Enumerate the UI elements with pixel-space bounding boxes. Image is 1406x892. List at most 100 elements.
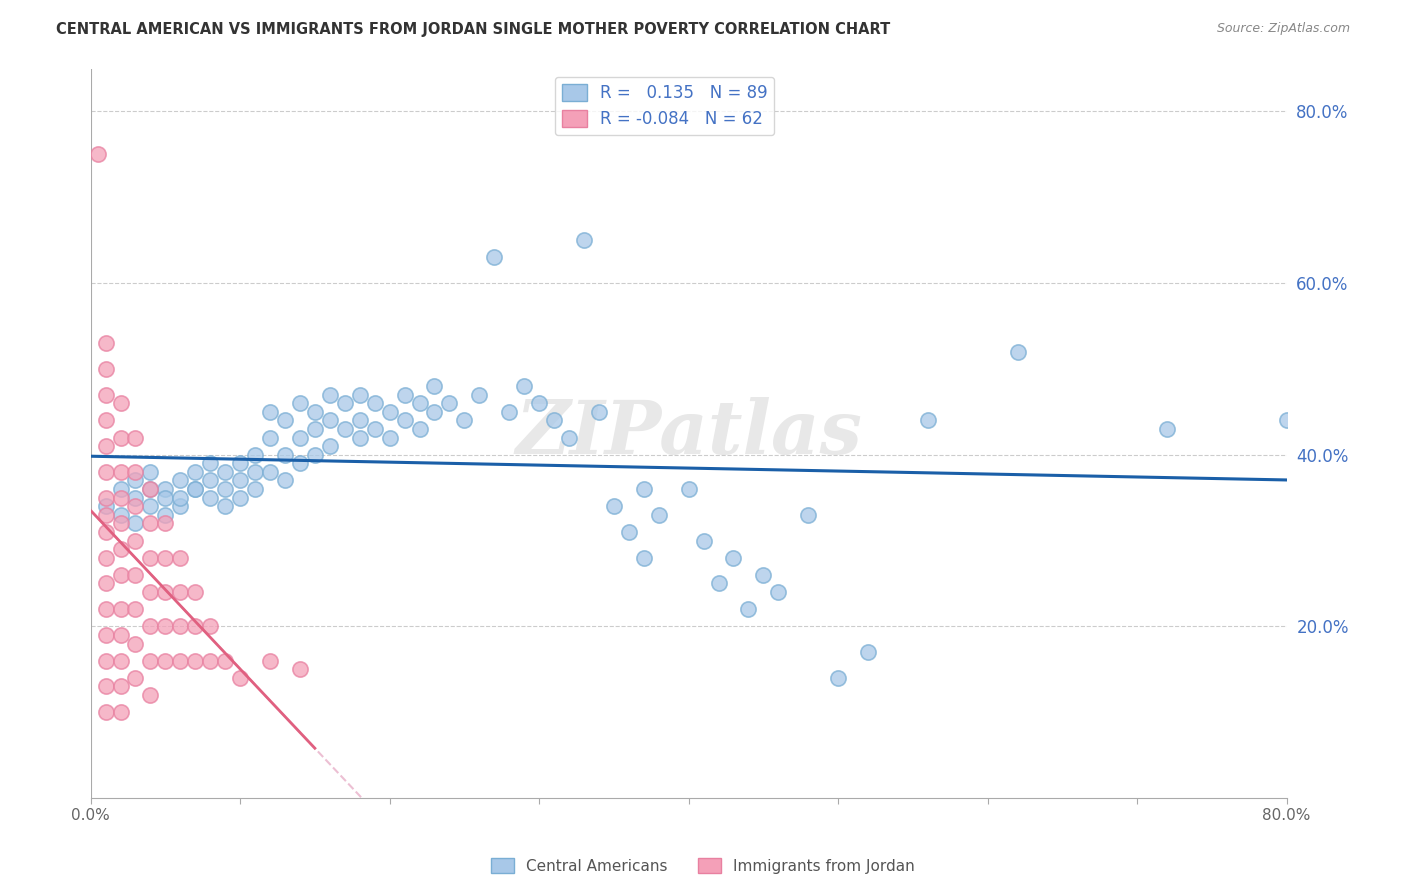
Point [139,550,162,565]
Point [139,500,162,514]
Point [155,508,177,522]
Point [124,568,146,582]
Point [214,500,236,514]
Point [155,619,177,633]
Point [229,491,252,505]
Point [527,396,550,410]
Point [229,474,252,488]
Point [288,662,311,676]
Text: Source: ZipAtlas.com: Source: ZipAtlas.com [1216,22,1350,36]
Text: CENTRAL AMERICAN VS IMMIGRANTS FROM JORDAN SINGLE MOTHER POVERTY CORRELATION CHA: CENTRAL AMERICAN VS IMMIGRANTS FROM JORD… [56,22,890,37]
Point [184,465,207,479]
Point [304,405,326,419]
Point [229,671,252,685]
Point [214,654,236,668]
Point [169,654,191,668]
Point [94,680,117,694]
Point [110,491,132,505]
Point [259,431,281,445]
Point [243,465,266,479]
Point [558,431,581,445]
Point [378,405,401,419]
Point [243,482,266,496]
Point [94,550,117,565]
Point [856,645,879,659]
Point [498,405,520,419]
Point [124,533,146,548]
Point [124,474,146,488]
Point [917,413,939,427]
Point [139,688,162,702]
Point [723,550,745,565]
Point [94,508,117,522]
Point [259,654,281,668]
Point [319,413,342,427]
Point [139,516,162,531]
Point [139,619,162,633]
Point [200,474,222,488]
Point [453,413,475,427]
Point [408,396,430,410]
Point [94,500,117,514]
Point [617,524,640,539]
Point [768,585,790,599]
Text: ZIPatlas: ZIPatlas [515,397,862,469]
Point [274,413,297,427]
Point [513,379,536,393]
Point [468,387,491,401]
Point [797,508,820,522]
Point [110,602,132,616]
Point [543,413,565,427]
Point [349,431,371,445]
Point [94,439,117,453]
Point [737,602,759,616]
Point [139,482,162,496]
Point [184,585,207,599]
Point [169,550,191,565]
Point [110,628,132,642]
Point [110,705,132,719]
Legend: Central Americans, Immigrants from Jordan: Central Americans, Immigrants from Jorda… [485,852,921,880]
Point [94,362,117,376]
Point [169,619,191,633]
Point [110,568,132,582]
Point [110,654,132,668]
Point [304,448,326,462]
Point [110,516,132,531]
Point [394,387,416,401]
Point [124,491,146,505]
Point [572,233,595,247]
Point [408,422,430,436]
Point [94,491,117,505]
Point [288,431,311,445]
Point [394,413,416,427]
Point [110,508,132,522]
Point [274,448,297,462]
Point [333,422,356,436]
Point [94,387,117,401]
Point [87,147,110,161]
Point [139,482,162,496]
Point [155,491,177,505]
Point [184,482,207,496]
Point [110,542,132,557]
Point [423,405,446,419]
Point [484,251,506,265]
Point [349,413,371,427]
Point [94,576,117,591]
Point [1156,422,1178,436]
Point [214,465,236,479]
Point [633,482,655,496]
Point [169,491,191,505]
Point [139,654,162,668]
Point [155,516,177,531]
Point [155,482,177,496]
Point [94,628,117,642]
Point [274,474,297,488]
Point [94,524,117,539]
Point [94,465,117,479]
Point [304,422,326,436]
Point [423,379,446,393]
Point [200,619,222,633]
Point [124,431,146,445]
